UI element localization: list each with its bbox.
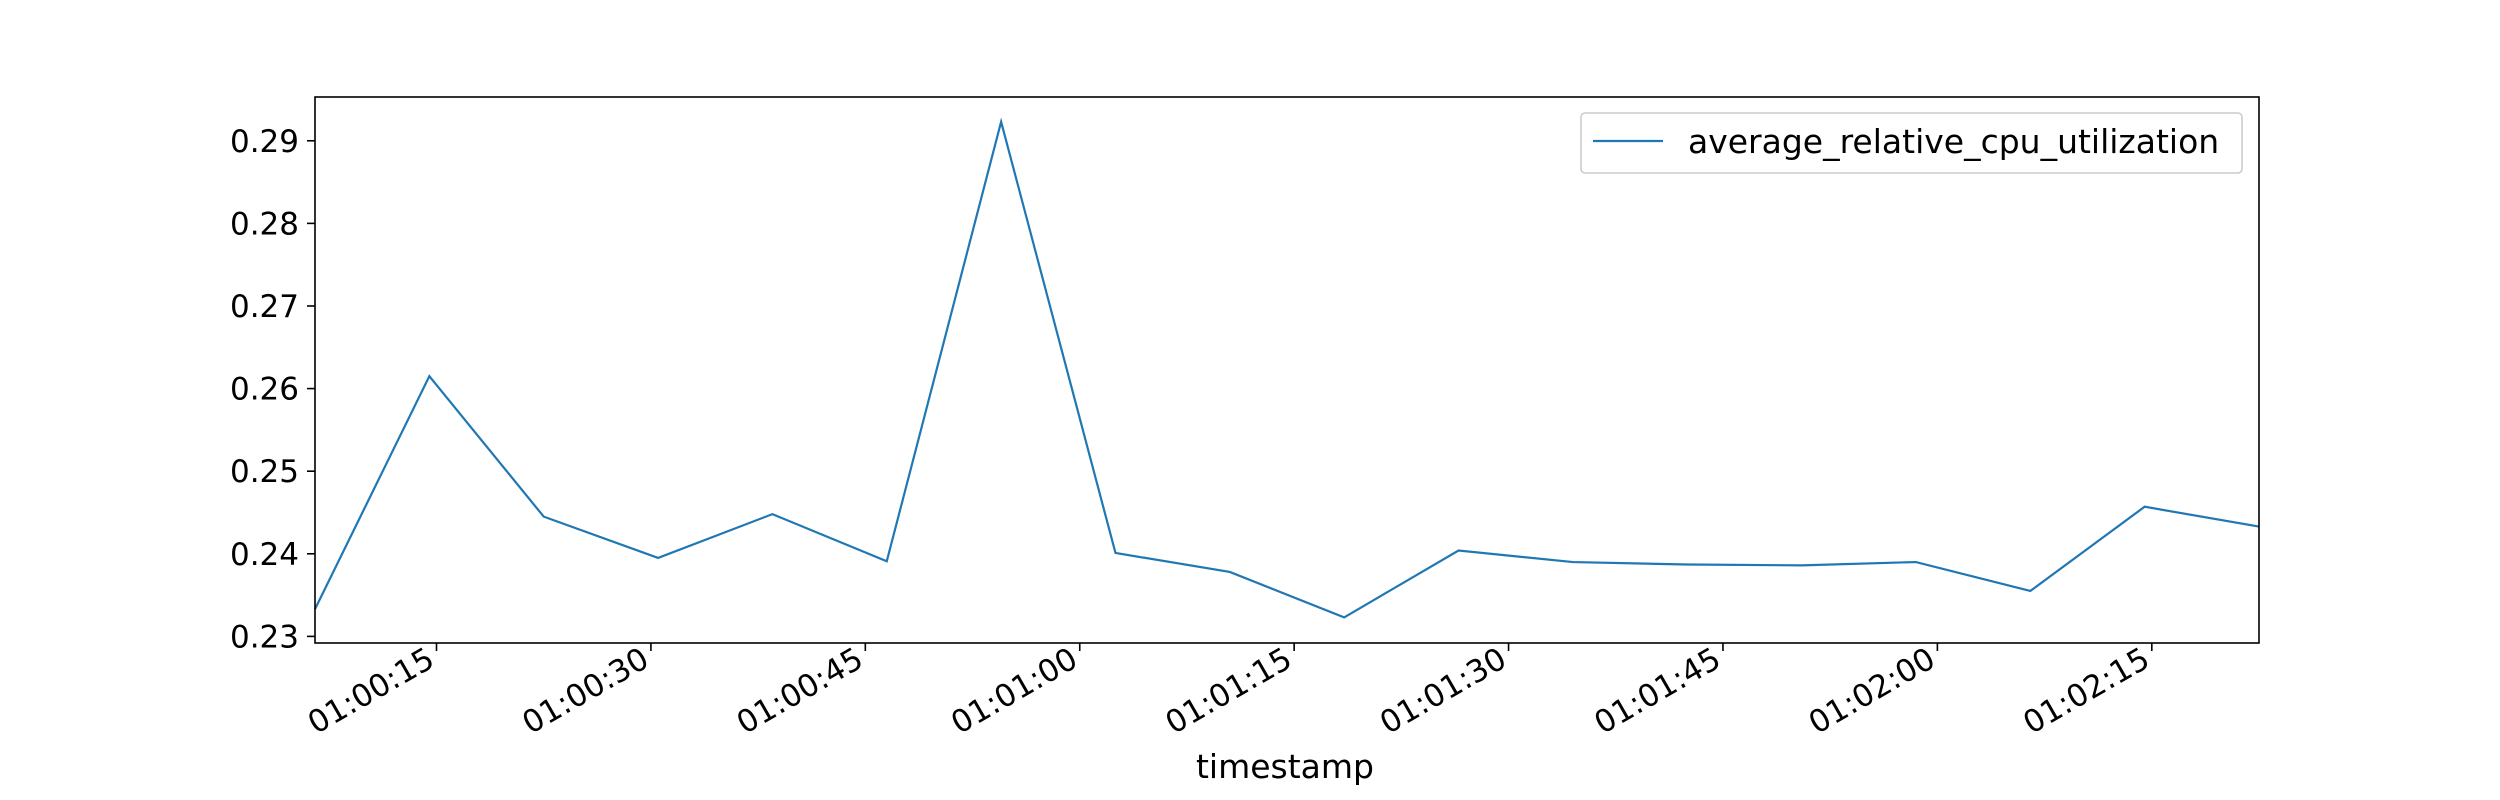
x-axis: 01:00:15 01:00:30 01:00:45 01:01:00 01:01:15… <box>302 641 2156 742</box>
y-tick-label: 0.26 <box>230 372 299 408</box>
x-tick-label: 01:01:45 <box>1588 641 1727 742</box>
legend-label: average_relative_cpu_utilization <box>1688 122 2219 161</box>
y-tick-label: 0.28 <box>230 206 299 242</box>
x-tick-label: 01:01:00 <box>945 641 1084 742</box>
plot-frame <box>314 96 2260 644</box>
plot-area <box>315 97 2259 643</box>
x-axis-label: timestamp <box>1196 747 1374 786</box>
x-tick-label: 01:01:15 <box>1160 641 1299 742</box>
x-tick-label: 01:00:15 <box>302 641 441 742</box>
legend-box <box>1580 112 2243 174</box>
y-tick-label: 0.23 <box>230 619 299 655</box>
x-tick-label: 01:02:00 <box>1803 641 1942 742</box>
y-axis: 0.23 0.24 0.25 0.26 0.27 0.28 0.29 <box>230 124 315 655</box>
x-tick-label: 01:01:30 <box>1374 641 1513 742</box>
y-tick-label: 0.27 <box>230 289 299 325</box>
y-tick-label: 0.25 <box>230 454 299 490</box>
y-tick-label: 0.24 <box>230 537 299 573</box>
series-line <box>314 117 2260 619</box>
y-tick-label: 0.29 <box>230 124 299 160</box>
x-tick-label: 01:00:30 <box>516 641 655 742</box>
legend: average_relative_cpu_utilization <box>1580 112 2243 174</box>
x-tick-label: 01:00:45 <box>731 641 870 742</box>
x-tick-label: 01:02:15 <box>2017 641 2156 742</box>
